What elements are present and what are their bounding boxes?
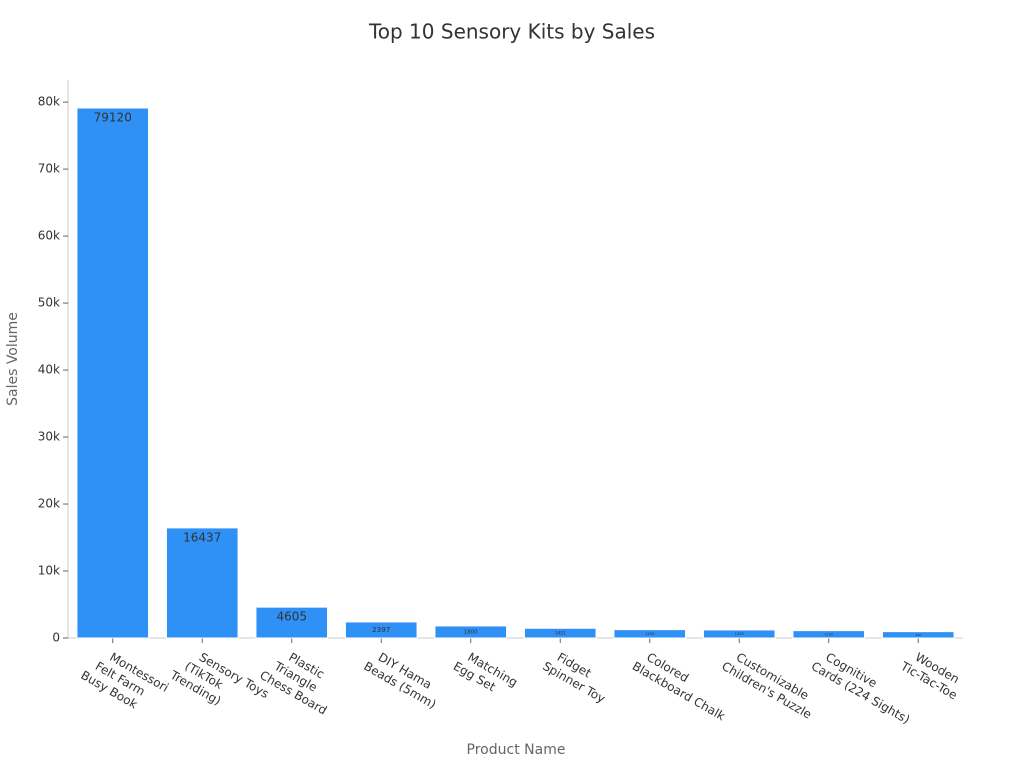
x-tick-label: CognitiveCards (224 Sights) [809, 646, 920, 727]
y-tick-label: 40k [38, 363, 60, 377]
data-label: 1250 [645, 632, 655, 636]
x-tick-label: FidgetSpinner Toy [541, 646, 616, 706]
bar [434, 625, 508, 639]
y-tick-label: 10k [38, 564, 60, 578]
y-tick-label: 80k [38, 95, 60, 109]
y-tick-label: 60k [38, 229, 60, 243]
bar [255, 606, 329, 639]
bar [702, 629, 776, 639]
data-label: 2397 [372, 625, 390, 634]
x-tick-label: CustomizableChildren's Puzzle [720, 646, 822, 722]
bar [523, 627, 597, 639]
x-tick-label: WoodenTic-Tac-Toe [898, 645, 968, 702]
y-tick-label: 30k [38, 430, 60, 444]
data-label: 950 [916, 633, 922, 637]
data-label: 16437 [183, 530, 221, 544]
bar [165, 527, 239, 639]
data-label: 4605 [276, 610, 307, 624]
bar [792, 630, 866, 639]
x-tick-label: ColoredBlackboard Chalk [630, 646, 735, 723]
data-label: 1200 [735, 632, 745, 636]
y-tick-label: 50k [38, 296, 60, 310]
y-tick-label: 70k [38, 162, 60, 176]
data-label: 1100 [825, 632, 833, 636]
y-tick-label: 20k [38, 497, 60, 511]
x-tick-label: DIY HamaBeads (5mm) [362, 646, 447, 712]
y-tick-label: 0 [52, 631, 60, 645]
data-label: 1451 [555, 631, 566, 637]
bar [613, 629, 687, 639]
bar [881, 631, 955, 639]
chart-title: Top 10 Sensory Kits by Sales [368, 20, 655, 44]
data-label: 1800 [464, 629, 478, 635]
x-tick-label: MatchingEgg Set [451, 646, 520, 703]
x-tick-label: MontessoriFelt FarmBusy Book [79, 642, 172, 721]
data-label: 79120 [94, 111, 132, 125]
bar [344, 621, 418, 639]
y-axis-title: Sales Volume [5, 312, 21, 406]
x-axis-title: Product Name [467, 742, 566, 758]
x-tick-label: Sensory Toys(TikTokTrending) [167, 641, 271, 727]
bar [76, 107, 150, 639]
x-tick-label: PlasticTriangleChess Board [258, 642, 345, 718]
